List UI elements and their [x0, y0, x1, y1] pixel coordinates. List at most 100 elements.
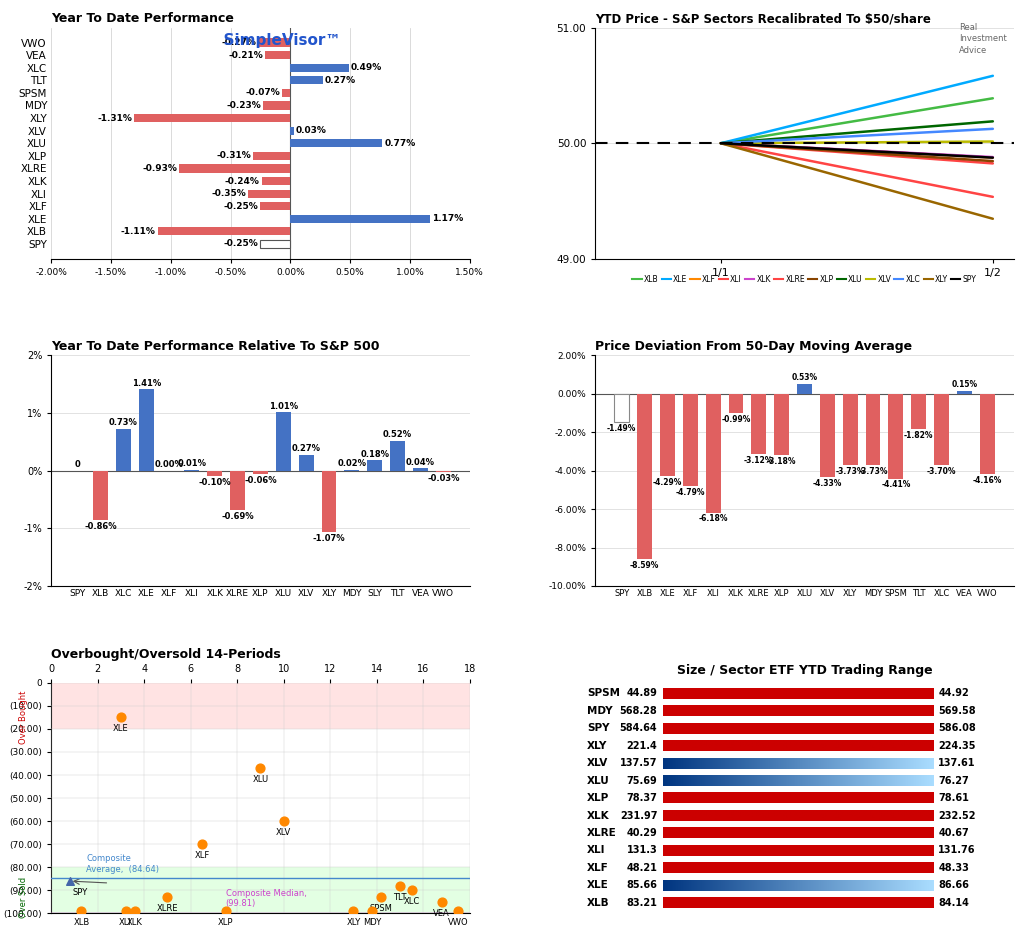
Text: XLV: XLV	[276, 828, 291, 837]
Text: -0.27%: -0.27%	[221, 38, 256, 47]
Legend: XLB, XLE, XLF, XLI, XLK, XLRE, XLP, XLU, XLV, XLC, XLY, SPY: XLB, XLE, XLF, XLI, XLK, XLRE, XLP, XLU,…	[630, 272, 980, 287]
Text: 0.52%: 0.52%	[383, 430, 412, 439]
Text: -0.23%: -0.23%	[226, 101, 261, 110]
Text: 44.92: 44.92	[938, 688, 969, 698]
Point	[195, 837, 211, 852]
Text: Year To Date Performance: Year To Date Performance	[51, 12, 234, 25]
Bar	[957, 391, 972, 394]
Text: -3.12%: -3.12%	[744, 456, 773, 465]
Text: 83.21: 83.21	[627, 898, 657, 908]
Bar	[413, 469, 428, 471]
Text: -0.99%: -0.99%	[721, 415, 751, 424]
Text: 84.14: 84.14	[938, 898, 969, 908]
Text: XLY: XLY	[587, 741, 607, 750]
Point	[373, 890, 389, 905]
Bar	[179, 164, 291, 172]
Text: -0.86%: -0.86%	[84, 522, 117, 531]
Text: SPSM: SPSM	[370, 904, 393, 913]
Bar	[291, 76, 323, 85]
Text: 0.15%: 0.15%	[951, 380, 978, 389]
Point	[113, 710, 129, 725]
Bar	[116, 429, 131, 471]
Bar	[797, 384, 812, 394]
Text: MDY: MDY	[362, 918, 381, 927]
Bar	[253, 152, 291, 160]
Text: 137.61: 137.61	[938, 758, 976, 768]
Point	[217, 904, 233, 919]
Bar	[291, 214, 430, 223]
Text: Price Deviation From 50-Day Moving Average: Price Deviation From 50-Day Moving Avera…	[595, 340, 912, 353]
Text: 0.02%: 0.02%	[337, 459, 367, 468]
Bar	[911, 394, 926, 429]
Text: 86.66: 86.66	[938, 881, 969, 890]
Text: 569.58: 569.58	[938, 706, 976, 716]
Bar	[253, 471, 268, 474]
Text: 131.3: 131.3	[627, 845, 657, 856]
Bar	[207, 471, 222, 476]
Text: XLF: XLF	[587, 863, 609, 873]
Bar	[265, 51, 291, 60]
Bar	[706, 394, 721, 513]
Bar	[134, 114, 291, 122]
Text: XLE: XLE	[587, 881, 609, 890]
Text: XLE: XLE	[113, 724, 129, 733]
Point	[160, 890, 176, 905]
Bar	[683, 394, 697, 486]
Text: Over Sold: Over Sold	[19, 877, 29, 918]
Text: 0.73%: 0.73%	[109, 418, 138, 427]
Text: -0.25%: -0.25%	[224, 201, 259, 211]
Text: XLU: XLU	[587, 775, 610, 786]
Point	[345, 904, 361, 919]
Text: -0.35%: -0.35%	[212, 189, 247, 199]
Text: -0.69%: -0.69%	[221, 513, 254, 521]
Text: 1.17%: 1.17%	[432, 214, 463, 224]
Text: SPSM: SPSM	[587, 688, 621, 698]
Point	[74, 904, 90, 919]
Bar	[258, 38, 291, 47]
Text: -0.24%: -0.24%	[225, 176, 260, 185]
Text: -0.21%: -0.21%	[228, 50, 263, 60]
Bar	[299, 455, 313, 471]
Text: 0.04%: 0.04%	[406, 458, 435, 467]
Text: 232.52: 232.52	[938, 811, 976, 820]
Text: XLB: XLB	[587, 898, 609, 908]
Text: 0.49%: 0.49%	[351, 63, 382, 72]
Text: XLF: XLF	[195, 851, 210, 860]
Bar	[368, 460, 382, 471]
Point	[450, 904, 466, 919]
Text: 0.00%: 0.00%	[155, 459, 183, 469]
Point	[275, 814, 292, 829]
Bar	[249, 189, 291, 198]
Text: -8.59%: -8.59%	[630, 561, 659, 569]
Text: -1.82%: -1.82%	[904, 431, 934, 440]
Text: XLK: XLK	[587, 811, 609, 820]
Text: XLRE: XLRE	[157, 904, 178, 913]
Text: -1.11%: -1.11%	[121, 226, 156, 236]
Text: Composite Median,
(99.81): Composite Median, (99.81)	[225, 889, 306, 909]
Bar	[263, 102, 291, 110]
Text: -4.79%: -4.79%	[676, 487, 705, 497]
Text: MDY: MDY	[587, 706, 612, 716]
Text: 221.4: 221.4	[627, 741, 657, 750]
Text: -0.07%: -0.07%	[246, 89, 281, 97]
Bar	[291, 139, 382, 147]
Text: -1.49%: -1.49%	[607, 424, 636, 433]
Text: Year To Date Performance Relative To S&P 500: Year To Date Performance Relative To S&P…	[51, 340, 380, 353]
Bar	[660, 394, 675, 476]
Text: XLI: XLI	[119, 918, 132, 927]
Text: 48.33: 48.33	[938, 863, 969, 873]
Text: SPY: SPY	[72, 888, 87, 897]
Text: 76.27: 76.27	[938, 775, 969, 786]
Text: -3.70%: -3.70%	[927, 467, 956, 476]
Text: -0.03%: -0.03%	[427, 474, 460, 483]
Text: 40.67: 40.67	[938, 828, 969, 838]
Text: 1.41%: 1.41%	[131, 378, 161, 388]
Bar	[865, 394, 881, 465]
Text: -0.25%: -0.25%	[224, 240, 259, 249]
Text: Real
Investment
Advice: Real Investment Advice	[959, 23, 1008, 55]
Text: 85.66: 85.66	[627, 881, 657, 890]
Point	[433, 895, 450, 910]
Text: SimpleVisor™: SimpleVisor™	[213, 33, 340, 48]
Text: TLT: TLT	[393, 893, 407, 901]
Text: -0.93%: -0.93%	[142, 164, 177, 173]
